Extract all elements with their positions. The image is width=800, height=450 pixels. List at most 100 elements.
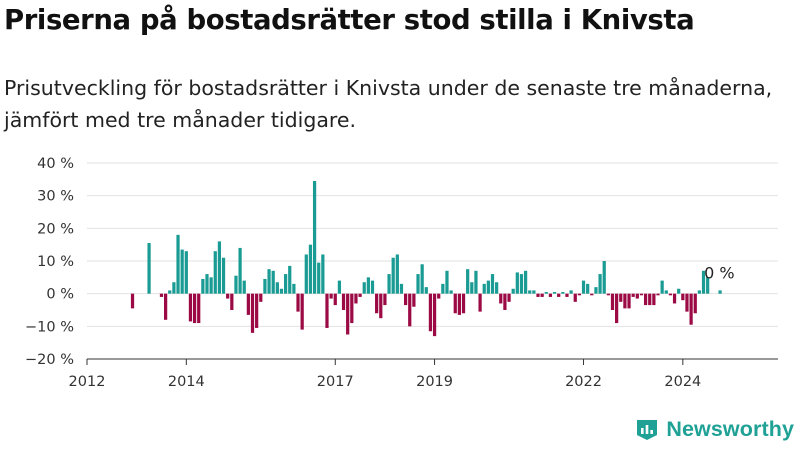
chart-title: Priserna på bostadsrätter stod stilla i … <box>4 4 695 36</box>
bar <box>213 251 217 294</box>
x-tick-label: 2017 <box>317 374 354 390</box>
bar <box>470 282 474 294</box>
bar <box>403 293 408 306</box>
bar <box>664 290 668 294</box>
bar <box>176 234 180 294</box>
bar <box>432 293 437 337</box>
bar <box>350 293 354 324</box>
bar <box>230 293 234 310</box>
bar <box>495 282 499 294</box>
y-tick-label: 30 % <box>37 189 74 205</box>
bar <box>486 280 490 294</box>
bar <box>180 249 184 294</box>
bar <box>561 292 565 294</box>
bar <box>341 293 346 310</box>
bar <box>325 293 329 328</box>
bar <box>569 290 573 294</box>
bar <box>577 293 582 296</box>
bar <box>292 283 296 294</box>
y-tick-label: 10 % <box>37 254 74 270</box>
bar <box>321 254 325 294</box>
bar <box>499 293 503 304</box>
bar <box>420 264 424 294</box>
bar <box>358 293 362 297</box>
chart-subtitle: Prisutveckling för bostadsrätter i Knivs… <box>4 76 773 132</box>
bar <box>544 292 548 294</box>
bar <box>296 293 300 312</box>
bar <box>164 293 168 320</box>
bar <box>573 293 577 302</box>
bar <box>267 269 271 294</box>
bar <box>246 293 250 315</box>
bar <box>300 293 304 330</box>
bar <box>147 243 151 294</box>
bar <box>275 282 279 294</box>
bar <box>172 282 176 294</box>
bar <box>255 293 259 328</box>
bar <box>523 270 528 294</box>
bar <box>643 293 648 306</box>
y-tick-label: 0 % <box>46 287 74 303</box>
bar <box>437 293 441 299</box>
bar <box>379 293 383 319</box>
bar <box>565 293 569 297</box>
bar <box>701 270 706 294</box>
y-tick-label: −10 % <box>25 319 74 335</box>
bar <box>672 293 677 304</box>
bar <box>441 283 445 294</box>
bar <box>511 288 515 294</box>
x-tick-label: 2012 <box>69 374 106 390</box>
bar <box>457 293 462 315</box>
bar <box>635 293 639 299</box>
newsworthy-logo: Newsworthy <box>634 416 794 442</box>
bar <box>610 293 615 310</box>
bar <box>271 270 275 294</box>
bar <box>482 283 486 294</box>
bar <box>312 180 317 294</box>
bar <box>685 293 689 312</box>
bar <box>317 262 321 294</box>
bar <box>283 274 288 294</box>
bar <box>416 274 420 294</box>
bar <box>507 293 511 302</box>
y-tick-label: −20 % <box>25 352 74 368</box>
bar <box>449 290 453 294</box>
bar <box>428 293 433 332</box>
bar <box>445 270 449 294</box>
bar <box>221 257 226 294</box>
bar <box>201 278 205 294</box>
bar <box>532 290 536 294</box>
bar <box>308 244 313 294</box>
bar <box>424 287 428 294</box>
bar <box>130 293 135 309</box>
bar <box>366 277 370 294</box>
x-tick-label: 2014 <box>168 374 205 390</box>
bar <box>594 287 598 294</box>
bar <box>474 270 478 294</box>
x-tick-label: 2024 <box>664 374 701 390</box>
bar <box>648 293 652 306</box>
bar <box>466 269 470 294</box>
bar <box>168 290 172 294</box>
bar <box>689 293 693 325</box>
bar <box>540 293 544 297</box>
bar <box>209 277 213 294</box>
bar <box>234 275 238 294</box>
bar <box>412 293 416 307</box>
bar <box>329 293 333 299</box>
bar <box>581 280 586 294</box>
bar <box>631 293 635 297</box>
bar <box>408 293 412 327</box>
bar <box>552 292 557 294</box>
bar <box>515 272 519 294</box>
bar <box>395 254 399 294</box>
bar <box>697 290 701 294</box>
bar <box>362 282 366 294</box>
bar <box>615 293 619 324</box>
bar <box>660 280 664 294</box>
y-tick-label: 40 % <box>37 156 74 172</box>
bar <box>333 293 337 306</box>
bar <box>536 293 540 297</box>
bar <box>619 293 623 302</box>
